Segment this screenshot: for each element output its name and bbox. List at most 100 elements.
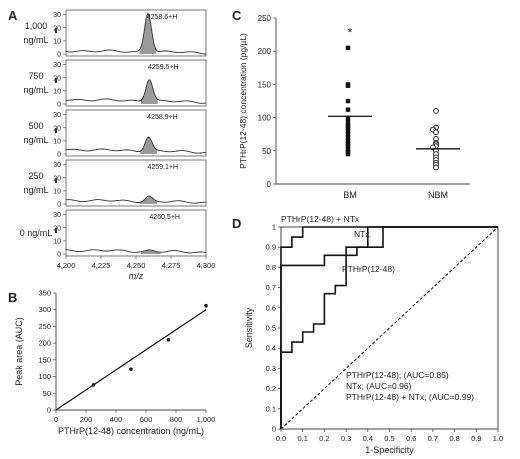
calib-y-tick-label: 350: [38, 289, 51, 298]
calib-y-tick-label: 100: [38, 372, 51, 381]
scatter-category-label: BM: [343, 190, 357, 200]
scatter-y-tick-label: 200: [258, 47, 272, 56]
spectrum-sample-label: 250: [28, 171, 43, 181]
calib-y-tick-label: 250: [38, 322, 51, 331]
roc-x-tick-label: 0.7: [428, 434, 438, 443]
spectrum-peak-label: 4259.1+H: [147, 164, 178, 171]
spectrum-y-tick-label: 20: [53, 225, 61, 232]
roc-x-tick-label: 1.0: [493, 434, 503, 443]
bm-point: [345, 83, 351, 88]
calib-y-axis-label: Peak area (AUC): [14, 317, 24, 386]
spectrum-sample-label: 750: [28, 71, 43, 81]
calib-point: [129, 367, 133, 372]
spectrum-y-tick-label: 0: [57, 52, 61, 59]
calib-point: [166, 338, 171, 342]
scatter-y-tick-label: 100: [258, 114, 272, 123]
spectrum-y-tick-label: 30: [53, 112, 61, 119]
calib-y-tick-label: 300: [38, 305, 51, 314]
roc-y-tick-label: 0.4: [266, 344, 276, 353]
panel-a-spectra: 0 10 20 30 1,000 ng/mL 4258.6+H 0 10 20 30 750 ng/mL…: [20, 9, 215, 281]
calib-x-tick-label: 200: [80, 415, 93, 424]
bm-point: [345, 135, 351, 140]
bm-point: [345, 151, 351, 157]
panel-label-a: A: [8, 8, 18, 23]
roc-x-axis-label: 1-Specificity: [365, 445, 414, 455]
roc-y-tick-label: 1: [272, 223, 276, 232]
bm-point: [345, 147, 351, 152]
spectrum-frame: [65, 9, 207, 57]
spectrum-peak-area: [139, 13, 157, 54]
bm-point: [345, 132, 351, 137]
scatter-y-tick-label: 150: [258, 80, 272, 89]
bm-point: [345, 128, 351, 134]
scatter-y-axis-label: PTHrP(12-48) concentration (pg/µL): [238, 33, 248, 169]
panel-d-roc: 0 0.1 0.2 0.3 0.4 0.5 0.6 0.7 0.8 0.9 1 0.0 0.1 0.2 0.…: [244, 214, 503, 455]
calib-y-tick-label: 0: [47, 406, 51, 415]
bm-point: [345, 138, 351, 144]
roc-x-tick-label: 0.4: [363, 434, 373, 443]
spectrum-line: [65, 249, 207, 254]
roc-y-tick-label: 0.3: [266, 364, 276, 373]
spectrum-y-tick-label: 0: [57, 202, 61, 209]
spectrum-x-tick-label: 4,275: [162, 261, 181, 270]
spectrum-y-tick-label: 10: [53, 238, 61, 245]
roc-y-tick-label: 0.5: [266, 324, 276, 333]
spectrum-x-tick-label: 4,225: [92, 261, 111, 270]
panel-label-c: C: [232, 8, 242, 23]
scatter-category-label: NBM: [428, 190, 448, 200]
spectrum-frame: [65, 59, 207, 107]
roc-x-tick-label: 0.3: [341, 434, 351, 443]
calib-x-tick-label: 600: [140, 415, 153, 424]
panel-c-scatter: 0 50 100 150 200 250 BM NBM * PTHrP(12-48) concen…: [238, 14, 470, 200]
spectrum-y-tick-label: 20: [53, 75, 61, 82]
roc-y-axis-label: Sensitivity: [244, 307, 254, 348]
roc-label-combined: PTHrP(12-48) + NTx: [281, 214, 360, 224]
calib-y-tick-label: 150: [38, 355, 51, 364]
calib-fit-line: [55, 309, 207, 411]
roc-x-tick-label: 0.6: [406, 434, 416, 443]
bm-point: [345, 116, 351, 122]
spectrum-edge-marker: [55, 128, 57, 133]
spectrum-y-tick-label: 10: [53, 188, 61, 195]
panel-label-b: B: [8, 290, 17, 305]
spectrum-edge-marker: [55, 178, 57, 183]
roc-label-ntx: NTx: [354, 229, 370, 239]
spectrum-y-tick-label: 30: [53, 212, 61, 219]
spectrum-y-tick-label: 20: [53, 175, 61, 182]
spectrum-y-tick-label: 30: [53, 12, 61, 19]
bm-point: [345, 45, 351, 51]
calib-x-tick-label: 0: [54, 415, 58, 424]
spectrum-peak-area: [140, 196, 157, 204]
spectrum-peak-label: 4258.6+H: [147, 14, 178, 21]
spectrum-peak-area: [140, 79, 158, 104]
roc-curve: [280, 226, 498, 429]
spectrum-sample-label: 1,000: [25, 21, 48, 31]
spectrum-sample-label: ng/mL: [23, 85, 48, 95]
roc-legend-line: PTHrP(12-48); (AUC=0.85): [346, 370, 449, 380]
spectrum-y-tick-label: 30: [53, 62, 61, 69]
spectrum-y-tick-label: 30: [53, 162, 61, 169]
nbm-point: [433, 108, 439, 114]
spectrum-y-tick-label: 10: [53, 88, 61, 95]
roc-legend-line: PTHrP(12-48) + NTx; (AUC=0.99): [346, 392, 474, 402]
calib-y-tick-label: 50: [43, 389, 51, 398]
spectrum-line: [65, 136, 207, 154]
bm-point: [345, 143, 351, 149]
spectrum-sample-label: 500: [28, 121, 43, 131]
roc-x-tick-label: 0.8: [449, 434, 459, 443]
bm-point: [345, 98, 351, 104]
roc-legend-line: NTx; (AUC=0.96): [346, 381, 412, 391]
spectrum-edge-marker: [55, 228, 57, 233]
spectrum-frame: [65, 209, 207, 257]
roc-x-tick-label: 0.2: [319, 434, 329, 443]
spectrum-line: [65, 195, 206, 204]
scatter-y-tick-label: 50: [262, 147, 271, 156]
roc-y-tick-label: 0.7: [266, 283, 276, 292]
spectrum-y-tick-label: 0: [57, 252, 61, 259]
roc-x-tick-label: 0.5: [384, 434, 394, 443]
calib-x-axis-label: PTHrP(12-48) concentration (ng/mL): [58, 426, 204, 436]
roc-x-tick-label: 0.9: [471, 434, 481, 443]
roc-y-tick-label: 0.6: [266, 303, 276, 312]
roc-y-tick-label: 0.8: [266, 263, 276, 272]
scatter-y-tick-label: 250: [258, 14, 272, 23]
